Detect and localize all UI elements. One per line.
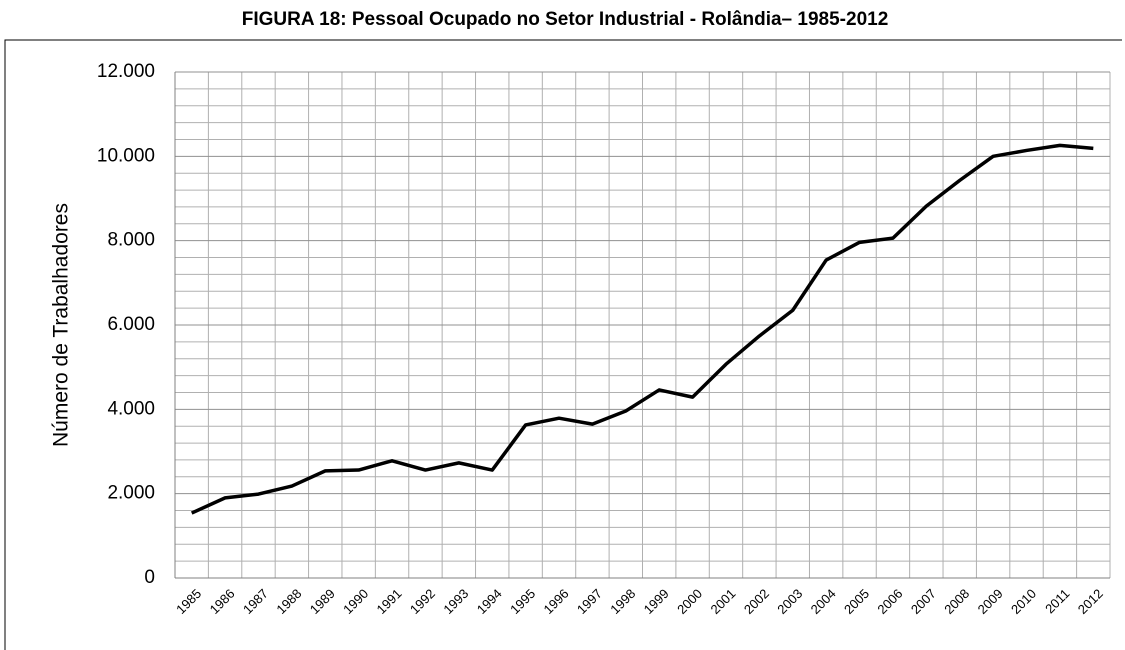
x-tick-label: 1986 bbox=[207, 586, 238, 617]
x-tick-label: 1990 bbox=[340, 586, 371, 617]
x-tick-label: 1994 bbox=[474, 586, 505, 617]
x-tick-label: 2006 bbox=[874, 586, 905, 617]
x-tick-label: 1991 bbox=[374, 586, 405, 617]
x-tick-label: 2003 bbox=[774, 586, 805, 617]
x-tick-label: 2011 bbox=[1042, 586, 1072, 616]
x-tick-label: 1998 bbox=[607, 586, 638, 617]
y-tick-label: 10.000 bbox=[97, 145, 155, 166]
y-tick-label: 6.000 bbox=[107, 314, 155, 335]
x-tick-label: 2000 bbox=[674, 586, 705, 617]
x-tick-label: 2008 bbox=[941, 586, 972, 617]
x-tick-label: 2012 bbox=[1075, 586, 1106, 617]
x-tick-label: 2010 bbox=[1008, 586, 1039, 617]
x-tick-label: 2004 bbox=[808, 586, 839, 617]
y-tick-label: 12.000 bbox=[97, 61, 155, 82]
x-tick-label: 1992 bbox=[407, 586, 438, 617]
x-tick-label: 1999 bbox=[641, 586, 672, 617]
x-tick-label: 1988 bbox=[273, 586, 304, 617]
x-tick-label: 1995 bbox=[507, 586, 538, 617]
x-tick-label: 1996 bbox=[541, 586, 572, 617]
chart-title: FIGURA 18: Pessoal Ocupado no Setor Indu… bbox=[242, 9, 889, 30]
y-axis-label: Número de Trabalhadores bbox=[50, 203, 73, 447]
x-tick-label: 1997 bbox=[574, 586, 605, 617]
y-tick-label: 2.000 bbox=[107, 483, 155, 504]
y-tick-label: 0 bbox=[144, 567, 155, 588]
x-tick-label: 1987 bbox=[240, 586, 271, 617]
x-tick-label: 2001 bbox=[707, 586, 738, 617]
y-tick-label: 4.000 bbox=[107, 398, 155, 419]
x-tick-label: 2007 bbox=[908, 586, 939, 617]
x-tick-label: 1985 bbox=[173, 586, 204, 617]
x-tick-label: 2002 bbox=[741, 586, 772, 617]
data-line bbox=[190, 143, 1094, 515]
x-tick-label: 2009 bbox=[975, 586, 1006, 617]
x-tick-label: 1993 bbox=[440, 586, 471, 617]
x-tick-label: 2005 bbox=[841, 586, 872, 617]
y-tick-label: 8.000 bbox=[107, 230, 155, 251]
x-tick-label: 1989 bbox=[307, 586, 338, 617]
frame bbox=[4, 39, 1122, 650]
